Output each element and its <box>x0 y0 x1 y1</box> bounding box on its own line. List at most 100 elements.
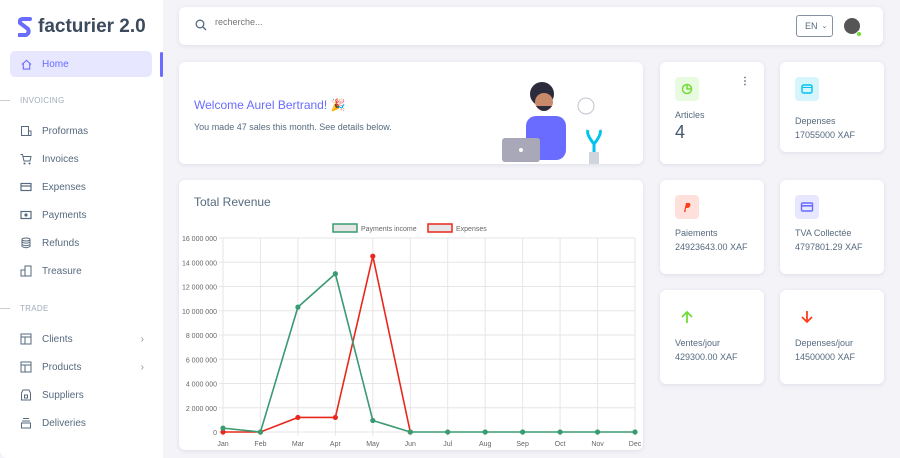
more-options-icon[interactable]: ⋮ <box>740 76 750 87</box>
legend-swatch <box>332 223 358 233</box>
y-tick-label: 10 000 000 <box>182 309 217 316</box>
card-icon <box>20 181 32 193</box>
sidebar-item-invoices[interactable]: Invoices <box>10 146 152 172</box>
section-invoicing: INVOICING <box>0 96 65 105</box>
x-tick-label: Mar <box>292 441 305 448</box>
chevron-right-icon: › <box>140 361 144 373</box>
data-point <box>332 414 338 421</box>
x-tick-label: May <box>366 441 380 448</box>
y-tick-label: 16 000 000 <box>182 236 217 243</box>
arrow-up-icon <box>675 305 699 329</box>
arrow-down-icon <box>795 305 819 329</box>
avatar[interactable] <box>844 18 860 34</box>
money-icon <box>20 209 32 221</box>
building-icon <box>20 265 32 277</box>
stat-value: 17055000 XAF <box>795 130 856 140</box>
credit-card-icon <box>795 195 819 219</box>
stat-value: 4 <box>675 122 686 142</box>
sidebar-item-home[interactable]: Home <box>10 51 152 77</box>
language-value: EN <box>805 21 818 31</box>
stat-card-articles: ⋮ Articles 4 <box>660 62 764 164</box>
top-bar: EN⌄ <box>179 7 883 45</box>
data-point <box>520 429 526 435</box>
data-point <box>332 271 338 277</box>
legend-swatch <box>427 223 453 233</box>
sidebar-item-label: Expenses <box>42 181 86 193</box>
stat-label: Depenses/jour <box>795 338 854 348</box>
store-icon <box>20 389 32 401</box>
x-tick-label: Jan <box>217 441 228 448</box>
active-indicator <box>160 52 163 77</box>
welcome-card: Welcome Aurel Bertrand! 🎉 You made 47 sa… <box>179 62 643 164</box>
stat-card-ventes-jour: Ventes/jour 429300.00 XAF <box>660 290 764 384</box>
stat-card-depenses: Depenses 17055000 XAF <box>780 62 884 152</box>
x-tick-label: Sep <box>516 441 529 448</box>
logo[interactable]: facturier 2.0 <box>18 16 146 38</box>
sidebar: facturier 2.0 Home INVOICING Proformas In… <box>0 0 163 458</box>
box-icon <box>20 417 32 429</box>
sidebar-item-expenses[interactable]: Expenses <box>10 174 152 200</box>
stat-label: Articles <box>675 110 705 120</box>
data-point <box>295 414 301 421</box>
chart-title: Total Revenue <box>194 195 271 209</box>
stat-card-depenses-jour: Depenses/jour 14500000 XAF <box>780 290 884 384</box>
stat-label: Depenses <box>795 116 836 126</box>
sidebar-item-label: Clients <box>42 333 73 345</box>
total-revenue-card: Total Revenue 0 2 000 000 4 000 000 6 000 0… <box>179 180 643 450</box>
stat-value: 4797801.29 XAF <box>795 242 863 252</box>
revenue-line-chart: 0 2 000 000 4 000 000 6 000 000 8 000 000 10 … <box>182 223 642 448</box>
sidebar-item-label: Home <box>42 58 69 70</box>
data-point <box>220 425 226 431</box>
sidebar-item-label: Suppliers <box>42 389 84 401</box>
x-tick-label: Dec <box>629 441 642 448</box>
online-status-dot <box>856 31 862 37</box>
welcome-subtitle: You made 47 sales this month. See detail… <box>194 122 392 132</box>
x-tick-label: Nov <box>591 441 604 448</box>
data-point <box>594 429 601 435</box>
sidebar-item-label: Deliveries <box>42 417 86 429</box>
legend-label: Expenses <box>456 226 487 233</box>
sidebar-item-deliveries[interactable]: Deliveries <box>10 410 152 436</box>
data-point <box>445 429 451 435</box>
data-point <box>220 429 226 435</box>
data-point <box>370 253 376 259</box>
x-tick-label: Apr <box>330 441 342 448</box>
x-tick-label: Jun <box>405 441 416 448</box>
chevron-right-icon: › <box>140 333 144 345</box>
x-tick-label: Aug <box>479 441 492 448</box>
sidebar-item-refunds[interactable]: Refunds <box>10 230 152 256</box>
sidebar-item-proformas[interactable]: Proformas <box>10 118 152 144</box>
stat-label: Ventes/jour <box>675 338 721 348</box>
series-line-expenses <box>223 256 412 433</box>
data-point <box>295 304 301 310</box>
y-tick-label: 12 000 000 <box>182 285 217 292</box>
stat-value: 429300.00 XAF <box>675 352 738 362</box>
y-tick-label: 4 000 000 <box>186 382 217 389</box>
logo-icon <box>18 17 32 37</box>
sidebar-item-label: Treasure <box>42 265 82 277</box>
sidebar-item-label: Refunds <box>42 237 80 249</box>
y-tick-label: 2 000 000 <box>186 406 217 413</box>
sidebar-item-products[interactable]: Products › <box>10 354 152 380</box>
language-select[interactable]: EN ⌄ <box>796 15 833 37</box>
sidebar-item-clients[interactable]: Clients › <box>10 326 152 352</box>
data-point <box>257 429 264 435</box>
stat-label: TVA Collectée <box>795 228 852 238</box>
app-name: facturier 2.0 <box>38 16 146 37</box>
x-tick-label: Feb <box>254 441 266 448</box>
sidebar-item-treasure[interactable]: Treasure <box>10 258 152 284</box>
search-input[interactable] <box>215 17 515 27</box>
cart-icon <box>20 153 32 165</box>
y-tick-label: 14 000 000 <box>182 260 217 267</box>
stat-card-tva-collect-e: TVA Collectée 4797801.29 XAF <box>780 180 884 274</box>
stat-value: 24923643.00 XAF <box>675 242 748 252</box>
sidebar-item-label: Products <box>42 361 82 373</box>
search-icon <box>195 19 207 31</box>
pie-chart-icon <box>675 77 699 101</box>
sidebar-item-payments[interactable]: Payments <box>10 202 152 228</box>
paypal-icon <box>675 195 699 219</box>
y-tick-label: 6 000 000 <box>186 357 217 364</box>
x-tick-label: Jul <box>443 441 452 448</box>
series-line-payments-income <box>222 272 635 433</box>
sidebar-item-suppliers[interactable]: Suppliers <box>10 382 152 408</box>
